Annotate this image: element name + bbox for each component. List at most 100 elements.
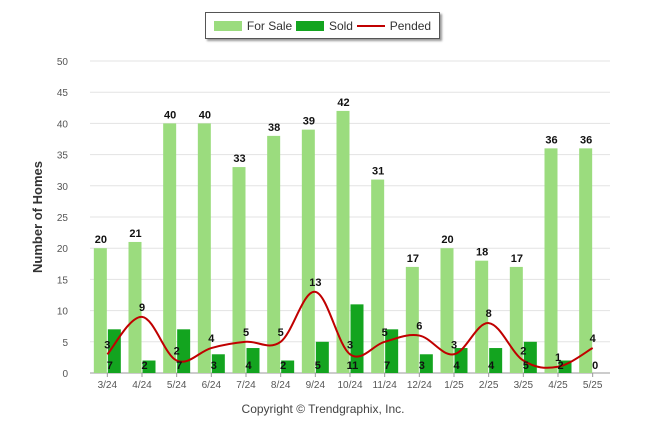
legend: For Sale Sold Pended — [205, 12, 440, 39]
y-tick-label: 15 — [57, 275, 69, 286]
x-tick-label: 3/25 — [514, 380, 534, 391]
y-tick-label: 0 — [62, 369, 68, 380]
x-tick-label: 9/24 — [306, 380, 326, 391]
y-tick-label: 25 — [57, 213, 69, 224]
x-tick-label: 8/24 — [271, 380, 291, 391]
for-sale-bar — [440, 248, 454, 373]
pended-line — [106, 290, 594, 369]
for-sale-bar — [405, 266, 419, 373]
sold-bar — [211, 354, 225, 373]
x-tick-label: 11/24 — [373, 380, 398, 391]
for-sale-value-label: 40 — [164, 109, 176, 121]
sold-bar — [246, 348, 260, 373]
sold-value-label: 5 — [523, 360, 529, 372]
sold-value-label: 4 — [453, 360, 460, 372]
for-sale-bar — [163, 123, 177, 374]
legend-label-for-sale: For Sale — [246, 18, 293, 33]
for-sale-value-label: 38 — [268, 122, 280, 134]
x-tick-label: 4/25 — [548, 380, 568, 391]
x-tick-label: 4/24 — [132, 380, 152, 391]
for-sale-swatch — [213, 20, 242, 31]
pended-value-label: 3 — [451, 339, 457, 351]
legend-label-sold: Sold — [328, 18, 353, 33]
pended-value-label: 4 — [208, 333, 215, 345]
for-sale-bar — [509, 266, 523, 373]
y-axis-label: Number of Homes — [30, 161, 45, 273]
y-tick-label: 30 — [57, 182, 69, 193]
sold-bar — [142, 360, 156, 373]
pended-value-label: 6 — [416, 321, 422, 333]
pended-value-label: 5 — [243, 327, 249, 339]
sold-value-label: 0 — [592, 360, 598, 372]
for-sale-value-label: 36 — [580, 134, 592, 146]
sold-value-label: 11 — [347, 360, 359, 372]
for-sale-bar — [301, 129, 315, 373]
pended-value-label: 5 — [382, 327, 388, 339]
for-sale-bar — [371, 179, 385, 373]
sold-value-label: 2 — [141, 360, 147, 372]
sold-value-label: 7 — [107, 360, 113, 372]
pended-value-label: 13 — [309, 277, 321, 289]
sold-swatch — [295, 20, 324, 31]
y-tick-label: 35 — [57, 151, 69, 162]
for-sale-value-label: 17 — [407, 253, 419, 265]
pended-value-label: 1 — [555, 352, 561, 364]
x-tick-label: 5/25 — [583, 380, 603, 391]
pended-value-label: 2 — [520, 346, 526, 358]
pended-value-label: 3 — [347, 339, 353, 351]
for-sale-value-label: 18 — [476, 247, 488, 259]
legend-item-pended[interactable]: Pended — [356, 18, 432, 33]
x-tick-label: 3/24 — [98, 380, 118, 391]
legend-item-for-sale[interactable]: For Sale — [213, 18, 293, 33]
for-sale-bar — [128, 241, 142, 373]
for-sale-value-label: 33 — [233, 153, 245, 165]
y-tick-label: 50 — [57, 57, 69, 68]
for-sale-bar — [336, 110, 350, 374]
sold-bar — [281, 360, 295, 373]
pended-value-label: 4 — [590, 333, 597, 345]
sold-value-label: 3 — [419, 360, 425, 372]
for-sale-bar — [267, 135, 281, 373]
for-sale-value-label: 36 — [545, 134, 557, 146]
pended-value-label: 8 — [486, 308, 492, 320]
x-tick-label: 12/24 — [407, 380, 432, 391]
sold-value-label: 2 — [557, 360, 563, 372]
sold-bar — [419, 354, 433, 373]
for-sale-bar — [197, 123, 211, 374]
pended-value-label: 5 — [278, 327, 284, 339]
y-tick-label: 40 — [57, 119, 69, 130]
legend-label-pended: Pended — [389, 18, 432, 33]
x-tick-label: 2/25 — [479, 380, 499, 391]
for-sale-value-label: 40 — [199, 109, 211, 121]
x-tick-label: 1/25 — [444, 380, 464, 391]
for-sale-value-label: 39 — [303, 116, 315, 128]
sold-bar — [315, 341, 329, 373]
y-tick-label: 10 — [57, 307, 69, 318]
x-tick-label: 10/24 — [337, 380, 362, 391]
sold-value-label: 7 — [384, 360, 390, 372]
for-sale-bar — [579, 148, 593, 373]
x-tick-label: 6/24 — [202, 380, 222, 391]
for-sale-value-label: 21 — [129, 228, 141, 240]
copyright: Copyright © Trendgraphix, Inc. — [241, 402, 405, 416]
sold-value-label: 2 — [280, 360, 286, 372]
sold-bar — [489, 348, 503, 373]
pended-value-label: 2 — [174, 346, 180, 358]
for-sale-bar — [475, 260, 489, 373]
for-sale-bar — [232, 167, 246, 373]
for-sale-bar — [544, 148, 558, 373]
for-sale-value-label: 17 — [511, 253, 523, 265]
pended-value-label: 3 — [104, 339, 110, 351]
legend-item-sold[interactable]: Sold — [295, 18, 353, 33]
sold-value-label: 4 — [488, 360, 495, 372]
sold-value-label: 7 — [176, 360, 182, 372]
x-tick-label: 5/24 — [167, 380, 187, 391]
sold-value-label: 5 — [315, 360, 321, 372]
sold-value-label: 3 — [211, 360, 217, 372]
y-tick-label: 20 — [57, 244, 69, 255]
for-sale-value-label: 31 — [372, 166, 384, 178]
y-tick-label: 45 — [57, 88, 69, 99]
x-tick-label: 7/24 — [236, 380, 256, 391]
y-tick-label: 5 — [62, 338, 68, 349]
